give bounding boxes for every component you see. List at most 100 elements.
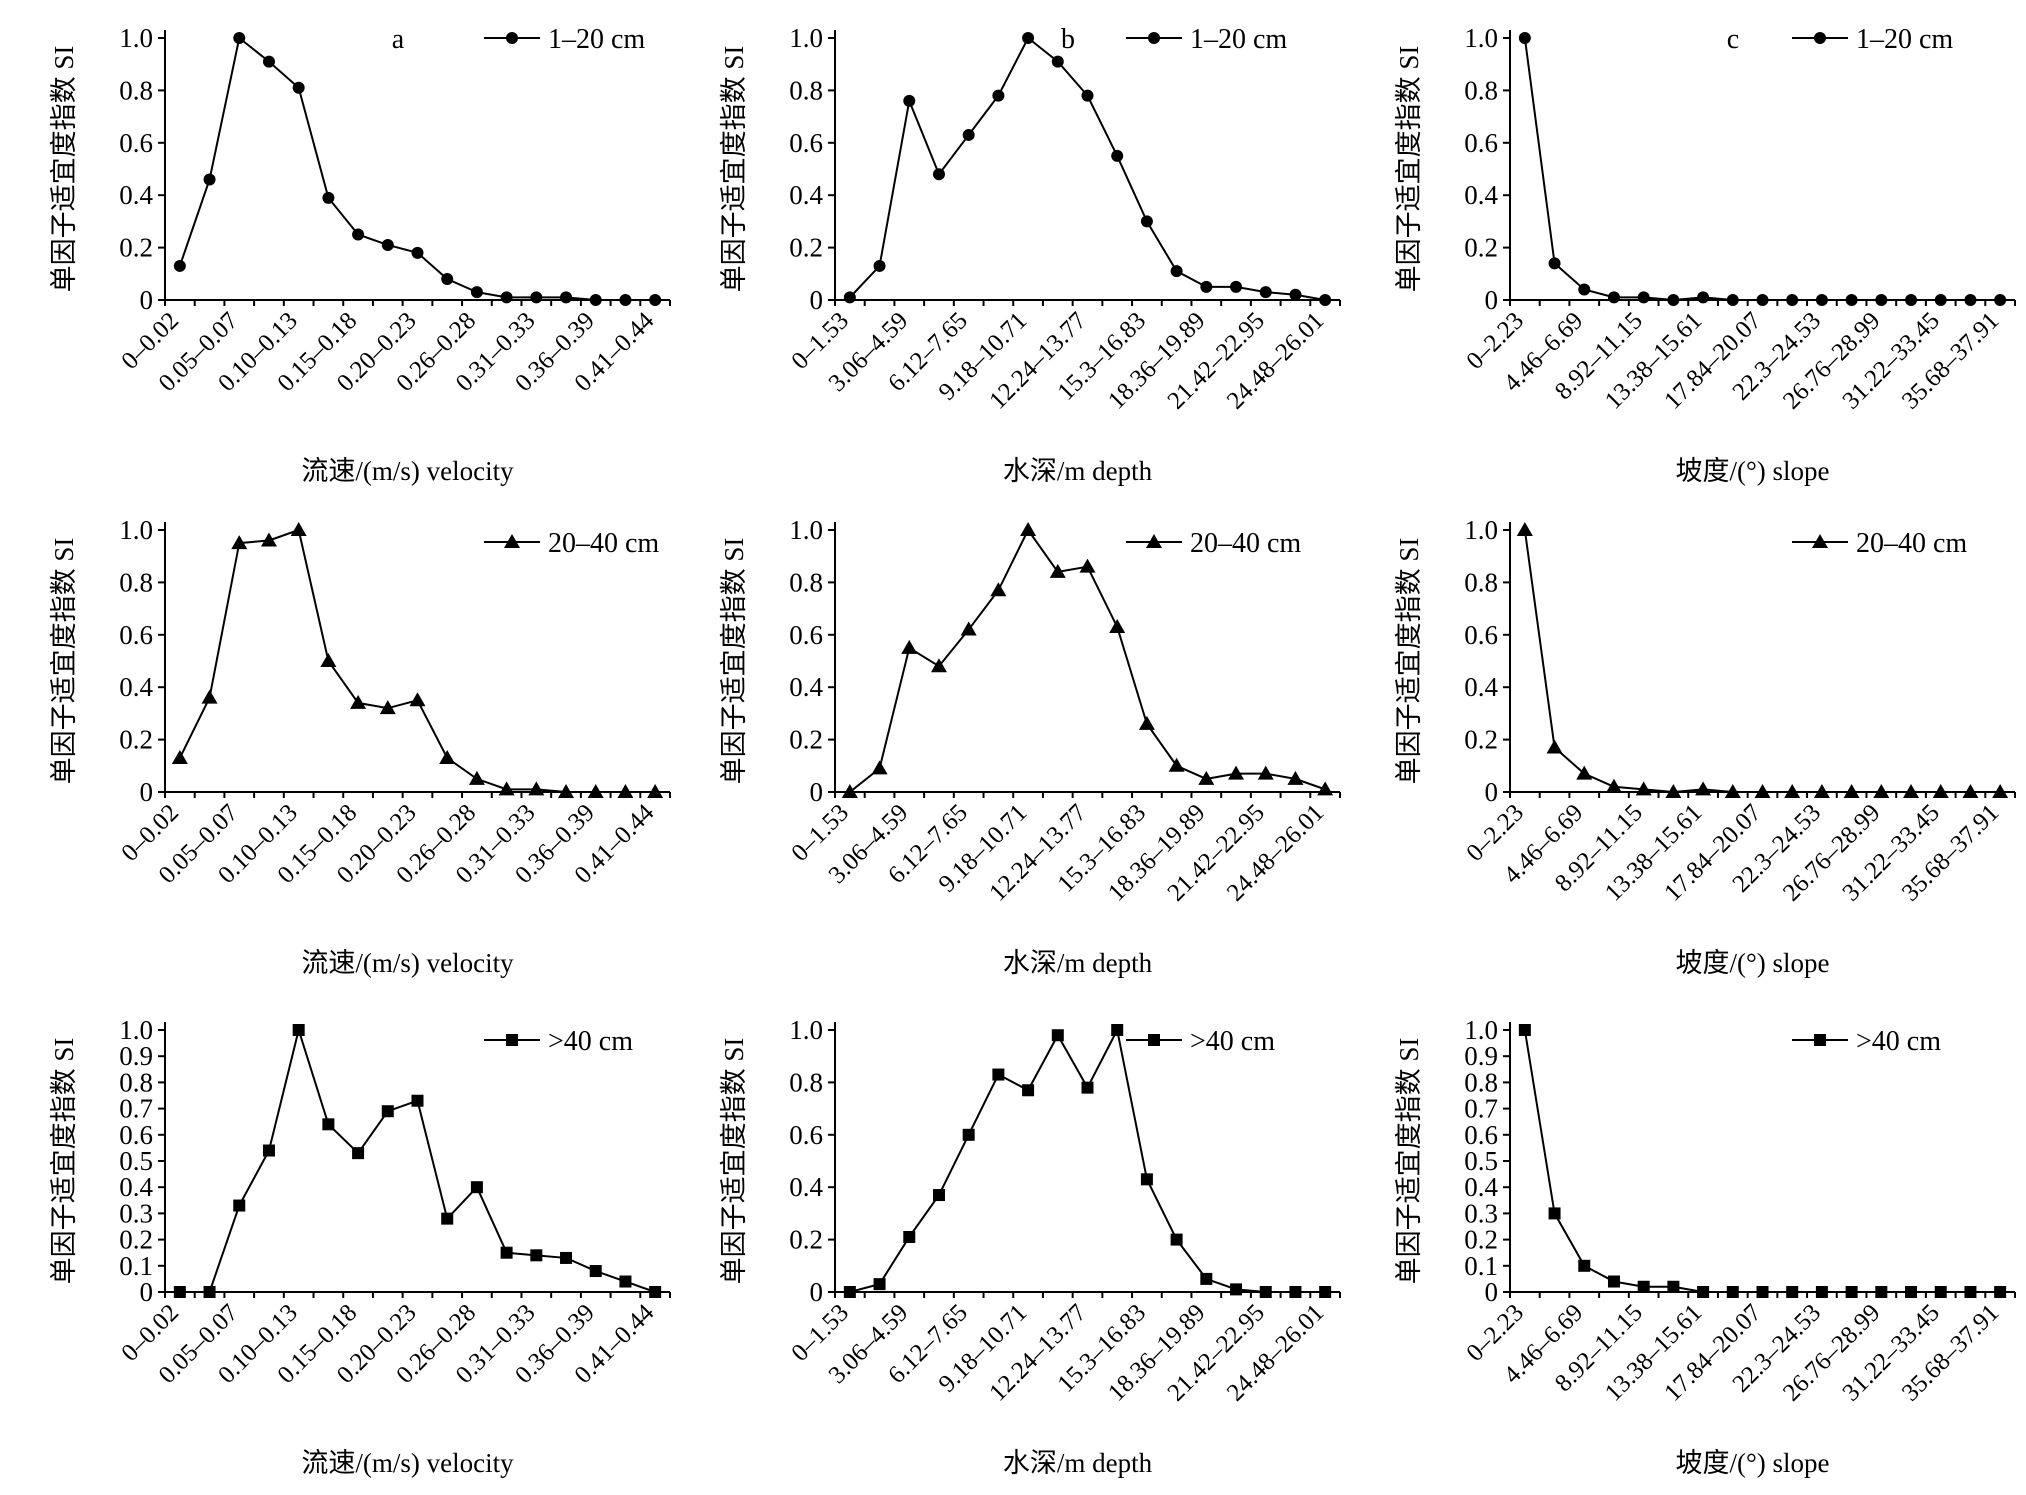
y-tick-label: 0.2	[789, 233, 823, 263]
y-tick-label: 0	[140, 777, 154, 807]
data-point	[1786, 1286, 1799, 1298]
data-point	[871, 760, 888, 775]
data-point	[231, 535, 248, 550]
y-tick-label: 1.0	[1464, 23, 1498, 53]
y-tick-label: 0.5	[1464, 1146, 1498, 1176]
data-point	[498, 781, 515, 796]
data-point	[649, 1286, 662, 1298]
data-point	[1607, 291, 1620, 304]
legend-marker	[1814, 1034, 1826, 1046]
y-tick-label: 0.8	[1464, 1067, 1498, 1097]
y-tick-label: 0.8	[119, 75, 153, 105]
y-tick-label: 0.8	[119, 567, 153, 597]
data-point	[1934, 1286, 1947, 1298]
y-tick-label: 1.0	[119, 1015, 153, 1045]
data-point	[1605, 778, 1622, 793]
series-line	[178, 36, 656, 301]
data-point	[470, 1181, 483, 1194]
data-point	[203, 1286, 216, 1298]
data-point	[1875, 1286, 1888, 1298]
series-line	[178, 528, 656, 793]
data-point	[203, 173, 216, 186]
data-point	[647, 784, 664, 798]
series-line	[1523, 37, 2001, 302]
x-axis-title: 水深/m depth	[1003, 948, 1153, 978]
data-point	[992, 89, 1005, 102]
data-point	[381, 238, 394, 251]
data-point	[292, 1024, 305, 1036]
y-tick-label: 0.8	[1464, 567, 1498, 597]
y-axis-title: 单因子适宜度指数 SI	[719, 46, 749, 293]
y-tick-label: 0.6	[119, 620, 153, 650]
legend-label: 1–20 cm	[1190, 24, 1287, 55]
data-point	[1257, 765, 1274, 780]
legend-label: 20–40 cm	[1856, 528, 1967, 559]
data-point	[290, 522, 307, 536]
x-axis-title: 坡度/(°) slope	[1675, 1448, 1829, 1478]
data-point	[619, 294, 632, 306]
data-point	[1170, 1233, 1183, 1246]
data-point	[1667, 294, 1680, 306]
legend-marker	[1148, 32, 1160, 44]
data-point	[1319, 1286, 1332, 1298]
y-tick-label: 0.7	[119, 1094, 153, 1124]
data-point	[411, 1094, 424, 1107]
series-line	[849, 1026, 1326, 1293]
data-point	[260, 532, 277, 547]
y-tick-label: 0.2	[1464, 233, 1498, 263]
data-point	[1518, 1024, 1531, 1036]
data-point	[233, 32, 246, 44]
legend-marker	[506, 1034, 518, 1046]
data-point	[1607, 1275, 1620, 1288]
y-tick-label: 0.1	[1464, 1251, 1498, 1281]
data-point	[1051, 55, 1064, 68]
data-point	[1138, 715, 1155, 730]
data-point	[1875, 294, 1888, 306]
data-point	[1964, 294, 1977, 306]
data-point	[1228, 765, 1245, 780]
data-point	[1578, 283, 1591, 296]
data-point	[1081, 89, 1094, 102]
data-point	[930, 658, 947, 673]
y-tick-label: 0.4	[789, 1172, 823, 1202]
y-tick-label: 0.4	[789, 180, 823, 210]
y-tick-label: 0.4	[789, 672, 823, 702]
y-tick-label: 0	[810, 777, 824, 807]
data-point	[560, 291, 573, 304]
data-point	[173, 259, 186, 272]
y-tick-label: 0.8	[789, 1067, 823, 1097]
data-point	[560, 1251, 573, 1264]
legend-label: 1–20 cm	[548, 24, 645, 55]
data-point	[589, 1265, 602, 1278]
y-tick-label: 0.6	[1464, 620, 1498, 650]
y-tick-label: 0.4	[119, 180, 153, 210]
data-point	[1516, 522, 1533, 536]
legend-marker	[1812, 534, 1828, 548]
y-tick-label: 0.2	[119, 233, 153, 263]
y-tick-label: 0	[1485, 777, 1499, 807]
data-point	[1140, 215, 1153, 228]
data-point	[1079, 558, 1096, 573]
data-point	[322, 191, 335, 204]
data-point	[1905, 294, 1918, 306]
y-tick-label: 0.4	[1464, 1172, 1498, 1202]
y-tick-label: 0.7	[1464, 1094, 1498, 1124]
data-point	[1905, 1286, 1918, 1298]
y-tick-label: 1.0	[1464, 1015, 1498, 1045]
data-point	[1873, 784, 1890, 798]
data-point	[1786, 294, 1799, 306]
data-point	[962, 128, 975, 141]
data-point	[201, 689, 218, 704]
y-tick-label: 0.9	[119, 1041, 153, 1071]
data-point	[903, 94, 916, 107]
y-tick-label: 0.5	[119, 1146, 153, 1176]
y-tick-label: 0.2	[789, 1225, 823, 1255]
y-tick-label: 0	[1485, 1277, 1499, 1307]
data-point	[1697, 291, 1710, 304]
data-point	[901, 639, 918, 654]
panel-label: b	[1061, 24, 1075, 55]
data-point	[1932, 784, 1949, 798]
data-point	[352, 1147, 365, 1160]
y-tick-label: 0.1	[119, 1251, 153, 1281]
data-point	[649, 294, 662, 306]
